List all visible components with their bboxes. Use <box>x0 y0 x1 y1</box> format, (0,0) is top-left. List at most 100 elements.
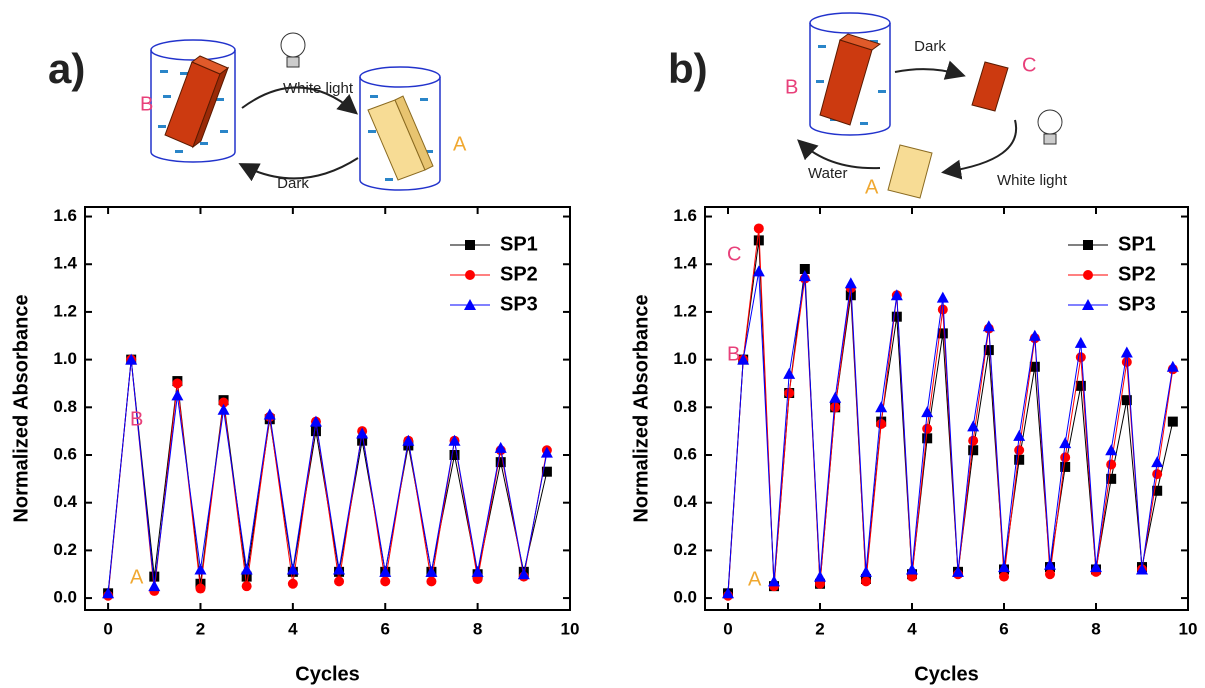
marker <box>195 584 205 594</box>
marker <box>860 566 872 577</box>
marker <box>1076 352 1086 362</box>
annotation: A <box>130 566 144 588</box>
marker <box>922 433 932 443</box>
marker <box>1029 330 1041 341</box>
panel-label: a) <box>48 45 85 92</box>
marker <box>172 378 182 388</box>
marker <box>768 575 780 586</box>
x-tick-label: 4 <box>907 619 917 638</box>
y-tick-label: 1.4 <box>673 254 697 273</box>
y-tick-label: 1.2 <box>673 301 697 320</box>
marker <box>495 442 507 453</box>
y-tick-label: 1.4 <box>53 254 77 273</box>
legend-label: SP2 <box>1118 263 1156 285</box>
legend-marker <box>1083 270 1093 280</box>
marker <box>754 223 764 233</box>
marker <box>937 292 949 303</box>
marker <box>1075 337 1087 348</box>
y-tick-label: 1.6 <box>673 206 697 225</box>
annotation: B <box>727 343 740 365</box>
annotation: C <box>727 243 741 265</box>
state-label: B <box>140 93 153 115</box>
marker <box>845 277 857 288</box>
arrow-label: Dark <box>277 175 309 192</box>
marker <box>968 445 978 455</box>
y-tick-label: 0.4 <box>673 492 697 511</box>
marker <box>1152 469 1162 479</box>
x-tick-label: 2 <box>196 619 205 638</box>
marker <box>875 401 887 412</box>
y-tick-label: 0.8 <box>673 397 697 416</box>
marker <box>983 320 995 331</box>
y-axis-title: Normalized Absorbance <box>630 294 652 522</box>
y-axis-title: Normalized Absorbance <box>10 294 32 522</box>
arrow-label: Water <box>808 165 847 182</box>
y-tick-label: 0.0 <box>53 588 77 607</box>
marker <box>1105 444 1117 455</box>
legend-marker <box>465 240 475 250</box>
diagram-a: a) B White light Dark A <box>48 33 467 192</box>
marker <box>194 563 206 574</box>
y-tick-label: 1.0 <box>53 349 77 368</box>
figure: a) B White light Dark A b) B Dark C Whit <box>0 0 1205 688</box>
marker <box>906 563 918 574</box>
y-tick-label: 0.4 <box>53 492 77 511</box>
y-tick-label: 0.2 <box>673 540 697 559</box>
x-tick-label: 8 <box>473 619 482 638</box>
y-tick-label: 0.8 <box>53 397 77 416</box>
plot-frame <box>705 207 1188 610</box>
x-tick-label: 10 <box>1179 619 1198 638</box>
y-tick-label: 1.0 <box>673 349 697 368</box>
x-tick-label: 8 <box>1091 619 1100 638</box>
annotation: A <box>748 568 762 590</box>
marker <box>1014 445 1024 455</box>
marker <box>334 576 344 586</box>
y-tick-label: 1.6 <box>53 206 77 225</box>
series-line <box>728 240 1173 593</box>
annotation: B <box>130 408 143 430</box>
marker <box>922 424 932 434</box>
legend-marker <box>1083 240 1093 250</box>
x-tick-label: 10 <box>561 619 580 638</box>
series-line <box>108 360 547 596</box>
marker <box>1168 417 1178 427</box>
arrow-label: White light <box>997 172 1068 189</box>
series-line <box>728 228 1173 595</box>
legend-label: SP3 <box>1118 293 1156 315</box>
arrow-label: Dark <box>914 38 946 55</box>
x-tick-label: 6 <box>999 619 1008 638</box>
marker <box>426 576 436 586</box>
marker <box>1045 569 1055 579</box>
diagram-b: b) B Dark C White light A Water <box>668 13 1068 198</box>
marker <box>1060 452 1070 462</box>
marker <box>148 580 160 591</box>
marker <box>1151 456 1163 467</box>
state-label: A <box>865 176 879 198</box>
legend-label: SP3 <box>500 293 538 315</box>
state-label: A <box>453 133 467 155</box>
state-label: C <box>1022 54 1036 76</box>
marker <box>829 392 841 403</box>
panel-label: b) <box>668 45 708 92</box>
x-axis-title: Cycles <box>914 663 979 685</box>
marker <box>814 571 826 582</box>
marker <box>968 436 978 446</box>
marker <box>242 581 252 591</box>
marker <box>264 408 276 419</box>
marker <box>241 563 253 574</box>
marker <box>218 404 230 415</box>
y-tick-label: 0.6 <box>673 444 697 463</box>
x-tick-label: 6 <box>381 619 390 638</box>
marker <box>783 368 795 379</box>
marker <box>1121 346 1133 357</box>
marker <box>784 388 794 398</box>
marker <box>380 576 390 586</box>
y-tick-label: 0.6 <box>53 444 77 463</box>
legend-label: SP2 <box>500 263 538 285</box>
x-tick-label: 0 <box>103 619 112 638</box>
marker <box>830 402 840 412</box>
legend-marker <box>465 270 475 280</box>
legend-label: SP1 <box>1118 233 1156 255</box>
y-tick-label: 1.2 <box>53 301 77 320</box>
marker <box>311 426 321 436</box>
